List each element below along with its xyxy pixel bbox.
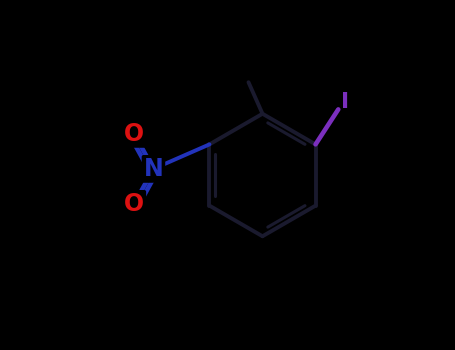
Text: O: O bbox=[124, 122, 144, 146]
Text: O: O bbox=[124, 192, 144, 216]
Text: N: N bbox=[144, 157, 163, 181]
Text: I: I bbox=[340, 92, 349, 112]
